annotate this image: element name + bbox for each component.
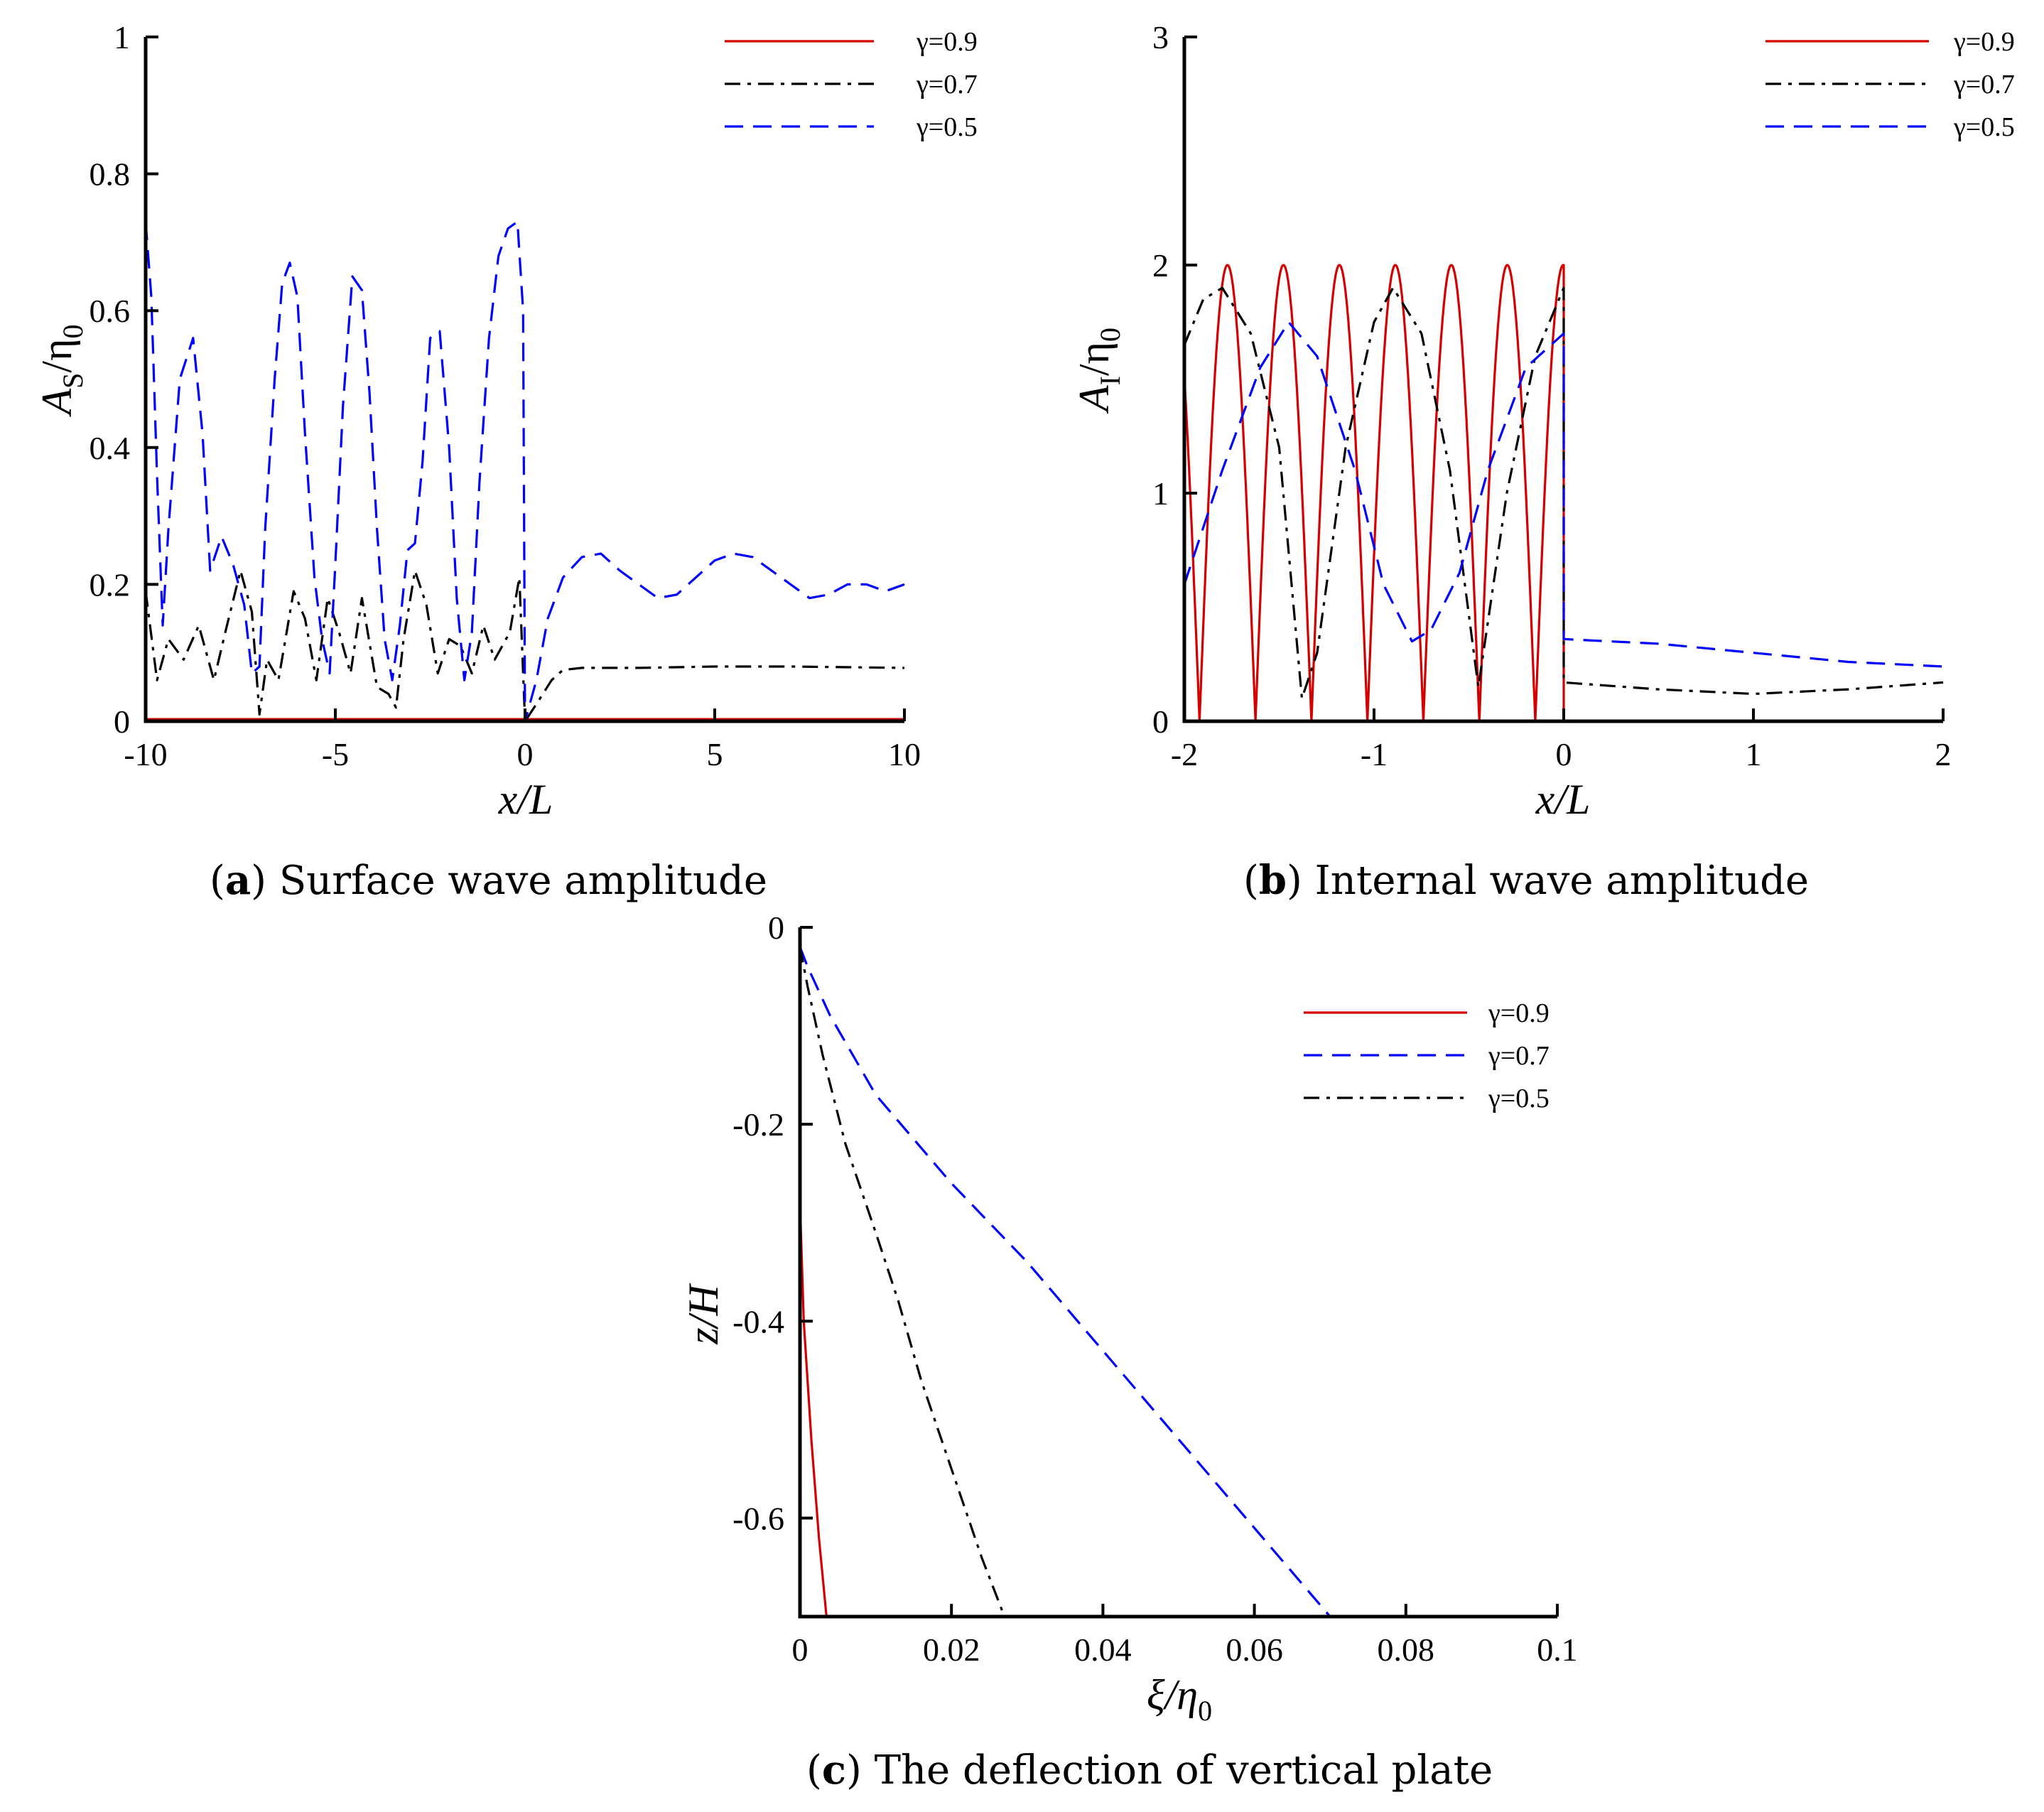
x-axis-label-c: ξ/η0 xyxy=(1147,1671,1212,1727)
x-tick-label-c-5: 0.1 xyxy=(1537,1632,1578,1668)
x-tick-label-b-3: 1 xyxy=(1746,736,1762,772)
y-axis-label-b: AI/η0 xyxy=(1071,328,1126,414)
x-tick-label-a-0: -10 xyxy=(124,736,167,772)
x-tick-label-c-4: 0.08 xyxy=(1378,1632,1435,1668)
x-tick-label-a-2: 0 xyxy=(517,736,534,772)
x-tick-label-c-1: 0.02 xyxy=(923,1632,980,1668)
y-tick-label-c-3: -0.6 xyxy=(732,1500,784,1536)
legend-label-c-2: γ=0.7 xyxy=(1488,1041,1550,1071)
x-tick-label-c-0: 0 xyxy=(792,1632,809,1668)
legend-label-a-1: γ=0.9 xyxy=(916,27,978,57)
y-tick-label-a-4: 0.8 xyxy=(90,156,131,193)
y-tick-label-c-1: -0.2 xyxy=(732,1106,784,1143)
y-tick-label-a-2: 0.4 xyxy=(90,430,131,466)
legend-label-a-2: γ=0.7 xyxy=(916,70,978,99)
panel-b-internal-wave-amplitude: -2 -1 0 1 2 0 1 2 3 γ=0.9 γ=0.7 γ=0.5 x/L AI/η0 xyxy=(1071,19,2015,823)
axes-a xyxy=(144,37,904,723)
y-tick-label-a-0: 0 xyxy=(114,703,130,740)
y-tick-label-b-1: 1 xyxy=(1152,475,1169,512)
x-tick-label-b-1: -1 xyxy=(1361,736,1388,772)
series-line-c-1 xyxy=(800,1124,828,1617)
series-line-c-3 xyxy=(800,947,1006,1617)
series-line-a-3 xyxy=(146,220,905,721)
legend-label-c-3: γ=0.5 xyxy=(1488,1084,1550,1113)
panel-a-surface-wave-amplitude: -10 -5 0 5 10 0 0.2 0.4 0.6 0.8 1 γ=0.9 γ=0.7 γ=0.5 x/… xyxy=(33,19,978,823)
caption-c: (c) The deflection of vertical plate xyxy=(806,1747,1493,1794)
panel-c-plate-deflection: 0 0.02 0.04 0.06 0.08 0.1 0 -0.2 -0.4 -0.6 γ=0.9 γ=… xyxy=(680,910,1578,1727)
y-axis-label-c: z/H xyxy=(680,1283,727,1345)
series-line-c-2 xyxy=(800,947,1331,1617)
legend-label-a-3: γ=0.5 xyxy=(916,112,978,142)
x-tick-label-c-2: 0.04 xyxy=(1074,1632,1132,1668)
legend-label-b-1: γ=0.9 xyxy=(1953,27,2015,57)
x-axis-label-a: x/L xyxy=(498,776,553,823)
caption-b: (b) Internal wave amplitude xyxy=(1243,857,1809,904)
x-tick-label-b-2: 0 xyxy=(1556,736,1572,772)
x-tick-label-a-3: 5 xyxy=(707,736,723,772)
x-axis-label-b: x/L xyxy=(1535,776,1591,823)
legend-label-b-3: γ=0.5 xyxy=(1953,112,2015,142)
x-tick-label-b-4: 2 xyxy=(1935,736,1952,772)
y-tick-label-b-0: 0 xyxy=(1152,703,1169,740)
y-tick-label-b-3: 3 xyxy=(1152,19,1169,55)
y-tick-label-c-0: 0 xyxy=(768,910,784,946)
y-tick-label-a-1: 0.2 xyxy=(90,566,131,603)
y-tick-label-b-2: 2 xyxy=(1152,247,1169,284)
y-tick-label-a-5: 1 xyxy=(114,19,130,55)
y-tick-label-a-3: 0.6 xyxy=(90,293,131,329)
legend-label-b-2: γ=0.7 xyxy=(1953,70,2015,99)
y-axis-label-a: AS/η0 xyxy=(33,325,89,418)
caption-a: (a) Surface wave amplitude xyxy=(210,857,767,904)
x-tick-label-a-4: 10 xyxy=(888,736,921,772)
series-line-b-2 xyxy=(1184,286,1944,700)
series-line-b-1 xyxy=(1184,264,1943,721)
legend-label-c-1: γ=0.9 xyxy=(1488,998,1550,1028)
y-tick-label-c-2: -0.4 xyxy=(732,1303,784,1339)
x-tick-label-a-1: -5 xyxy=(322,736,349,772)
x-tick-label-b-0: -2 xyxy=(1171,736,1198,772)
x-tick-label-c-3: 0.06 xyxy=(1226,1632,1283,1668)
series-line-b-3 xyxy=(1184,320,1944,668)
axes-c xyxy=(798,927,1557,1619)
